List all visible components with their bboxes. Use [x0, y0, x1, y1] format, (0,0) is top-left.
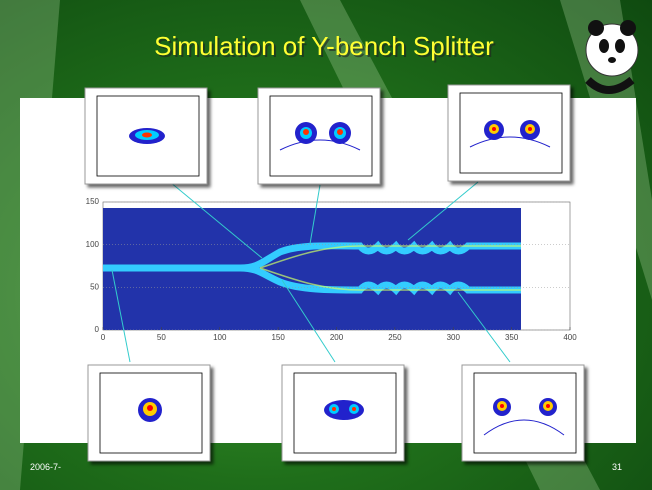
x-tick-label: 50	[157, 333, 166, 342]
y-tick-label: 100	[86, 240, 100, 249]
field-plot: 0 50 100 150 200 250 300 350 400 0 50 100 150	[86, 197, 578, 342]
page-number: 31	[612, 462, 622, 472]
x-tick-label: 200	[330, 333, 344, 342]
y-tick-label: 150	[86, 197, 100, 206]
slide-canvas: Simulation of Y-bench Splitter Simulatio…	[0, 0, 652, 490]
y-tick-label: 0	[95, 325, 100, 334]
title: Simulation of Y-bench Splitter	[154, 31, 494, 61]
footer-date: 2006-7-	[30, 462, 61, 472]
slide: Simulation of Y-bench Splitter Simulatio…	[0, 0, 652, 490]
x-tick-label: 150	[271, 333, 285, 342]
x-tick-label: 0	[101, 333, 106, 342]
y-tick-label: 50	[90, 282, 99, 291]
x-tick-label: 350	[505, 333, 519, 342]
x-tick-label: 400	[563, 333, 577, 342]
x-tick-label: 300	[447, 333, 461, 342]
x-tick-label: 250	[388, 333, 402, 342]
x-tick-label: 100	[213, 333, 227, 342]
